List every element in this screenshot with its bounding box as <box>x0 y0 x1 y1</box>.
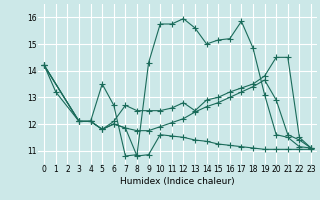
X-axis label: Humidex (Indice chaleur): Humidex (Indice chaleur) <box>120 177 235 186</box>
